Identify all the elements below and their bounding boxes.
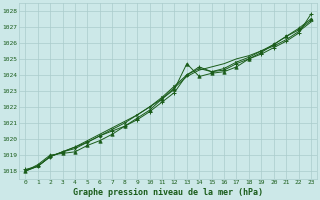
- X-axis label: Graphe pression niveau de la mer (hPa): Graphe pression niveau de la mer (hPa): [73, 188, 263, 197]
